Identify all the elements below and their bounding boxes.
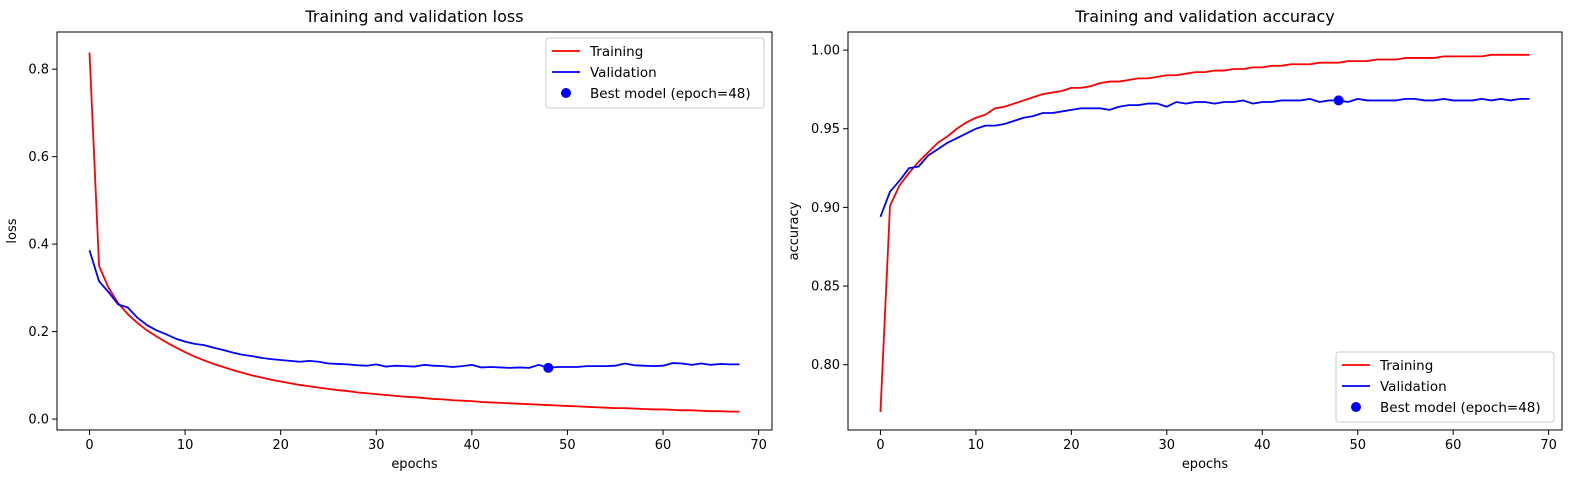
x-tick-label: 30 bbox=[368, 438, 385, 453]
x-tick-label: 60 bbox=[1445, 438, 1462, 453]
legend-label: Training bbox=[1379, 358, 1433, 374]
best-model-point bbox=[1333, 95, 1344, 106]
x-tick-label: 60 bbox=[655, 438, 672, 453]
chart-title: Training and validation loss bbox=[304, 7, 523, 26]
series-line-validation bbox=[879, 97, 1530, 218]
x-tick-label: 0 bbox=[85, 438, 93, 453]
y-tick-label: 0.6 bbox=[28, 150, 49, 165]
y-tick-label: 0.85 bbox=[811, 280, 840, 295]
series-line-training bbox=[879, 53, 1530, 412]
y-tick-label: 0.4 bbox=[28, 238, 49, 253]
legend-label: Validation bbox=[1380, 379, 1447, 395]
panels: Training and validation loss 0 10 20 30 40 50 6… bbox=[5, 7, 1563, 472]
series-line-validation bbox=[88, 249, 740, 369]
x-tick-label: 0 bbox=[876, 438, 884, 453]
x-tick-label: 70 bbox=[750, 438, 767, 453]
chart-panel-0: Training and validation loss 0 10 20 30 40 50 6… bbox=[5, 7, 773, 472]
x-tick-label: 10 bbox=[968, 438, 985, 453]
y-tick-label: 0.0 bbox=[28, 413, 49, 428]
x-tick-label: 30 bbox=[1159, 438, 1176, 453]
legend-label: Best model (epoch=48) bbox=[590, 86, 751, 102]
y-tick-label: 0.80 bbox=[811, 358, 840, 373]
y-axis-label: accuracy bbox=[787, 201, 802, 260]
y-axis-label: loss bbox=[5, 218, 20, 243]
x-axis-label: epochs bbox=[391, 457, 438, 472]
plot-area bbox=[88, 52, 740, 413]
y-tick-label: 1.00 bbox=[811, 44, 840, 59]
axes-frame bbox=[56, 31, 773, 431]
x-tick-label: 40 bbox=[1254, 438, 1271, 453]
x-axis-label: epochs bbox=[1182, 457, 1229, 472]
y-tick-label: 0.90 bbox=[811, 201, 840, 216]
legend-marker bbox=[561, 88, 571, 98]
legend-box bbox=[545, 37, 765, 109]
chart-title: Training and validation accuracy bbox=[1074, 7, 1334, 26]
y-tick-label: 0.2 bbox=[28, 325, 49, 340]
plot-area bbox=[879, 53, 1530, 412]
x-tick-label: 40 bbox=[464, 438, 481, 453]
x-tick-label: 20 bbox=[272, 438, 289, 453]
x-tick-label: 50 bbox=[1349, 438, 1366, 453]
x-tick-label: 70 bbox=[1540, 438, 1557, 453]
legend-label: Best model (epoch=48) bbox=[1380, 400, 1541, 416]
y-tick-label: 0.8 bbox=[28, 63, 49, 78]
chart-panel-1: Training and validation accuracy 0 10 20 30 4… bbox=[787, 7, 1563, 472]
legend-label: Training bbox=[589, 44, 643, 60]
x-tick-label: 20 bbox=[1063, 438, 1080, 453]
series-line-training bbox=[88, 52, 740, 413]
legend-marker bbox=[1351, 402, 1361, 412]
axes-frame bbox=[847, 31, 1563, 431]
y-tick-label: 0.95 bbox=[811, 122, 840, 137]
legend-box bbox=[1335, 351, 1555, 423]
best-model-point bbox=[543, 362, 554, 373]
legend-label: Validation bbox=[590, 65, 657, 81]
x-tick-label: 50 bbox=[559, 438, 576, 453]
x-tick-label: 10 bbox=[177, 438, 194, 453]
